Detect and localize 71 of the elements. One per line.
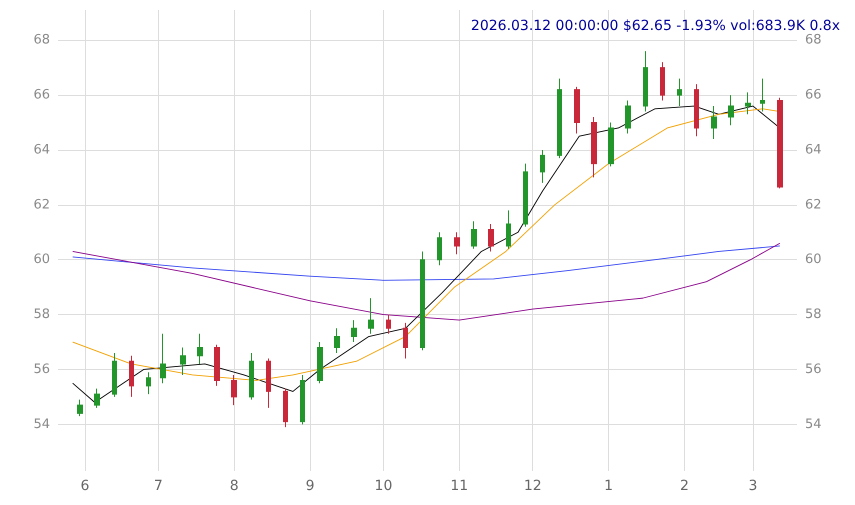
x-tick-label: 2 (680, 478, 689, 494)
candlestick (351, 320, 357, 343)
candlestick (557, 78, 562, 159)
x-tick-label: 8 (230, 478, 239, 494)
x-tick-label: 3 (748, 478, 758, 494)
candlestick (694, 84, 699, 137)
y-tick-label: 60 (33, 252, 50, 268)
candlestick (777, 97, 783, 189)
candlestick (488, 224, 494, 252)
y-tick-label: 56 (33, 362, 50, 377)
candlestick (197, 333, 203, 364)
y-tick-label: 64 (33, 142, 50, 158)
candlestick (660, 62, 665, 102)
candlestick (625, 100, 631, 134)
candlestick (180, 347, 186, 376)
y2-tick-label: 62 (805, 197, 822, 212)
candlestick (471, 220, 477, 250)
candlestick (160, 333, 166, 384)
x-tick-label: 11 (450, 478, 468, 494)
y-tick-label: 68 (33, 32, 50, 48)
x-tick-label: 6 (80, 478, 90, 494)
x-tick-label: 12 (524, 478, 542, 494)
candlestick (231, 374, 237, 406)
candlestick (745, 92, 751, 115)
candlestick (300, 374, 305, 425)
candlestick (112, 352, 117, 398)
y2-tick-label: 60 (805, 252, 822, 268)
text: 2026.03.12 00:00:00 $62.65 -1.93% vol:683.9K 0.8x (470, 18, 840, 34)
candlestick (608, 122, 614, 167)
candlestick (283, 388, 288, 428)
candlestick (540, 149, 545, 184)
y-tick-label: 54 (33, 416, 50, 432)
candlestick (129, 355, 134, 398)
candlestick (403, 322, 408, 359)
x-tick-label: 10 (374, 478, 392, 494)
x-tick-label: 1 (604, 478, 614, 494)
candlestick (94, 388, 100, 408)
candlestick (437, 232, 442, 266)
x-tick-label: 9 (306, 478, 315, 494)
candlestick (574, 86, 580, 134)
candlestick (760, 78, 765, 112)
candlestick (368, 298, 374, 334)
candlestick (386, 314, 391, 334)
candlestick (523, 163, 528, 228)
candlestick (214, 344, 220, 386)
candlestick (249, 352, 254, 400)
candlestick (266, 358, 271, 408)
candlestick (677, 78, 682, 107)
y2-tick-label: 54 (805, 416, 822, 432)
candlestick (711, 106, 717, 140)
candlestick (643, 50, 648, 112)
candlestick (334, 328, 340, 354)
y-tick-label: 62 (33, 197, 50, 212)
candlestick (317, 342, 323, 384)
line-series (72, 246, 780, 281)
y2-tick-label: 56 (805, 362, 822, 377)
line-series (72, 242, 780, 321)
y-tick-label: 58 (33, 307, 50, 322)
candlestick (506, 210, 511, 250)
y2-tick-label: 68 (805, 32, 822, 48)
y2-tick-label: 58 (805, 307, 822, 322)
candlestick (420, 250, 425, 351)
candlestick (77, 399, 83, 417)
y2-tick-label: 66 (805, 88, 822, 103)
x-tick-label: 7 (154, 478, 163, 494)
candlestick (728, 94, 734, 126)
y2-tick-label: 64 (805, 142, 822, 158)
y-tick-label: 66 (33, 88, 50, 103)
candlestick (146, 372, 151, 395)
candlestick (591, 116, 597, 178)
candlestick (454, 232, 460, 255)
